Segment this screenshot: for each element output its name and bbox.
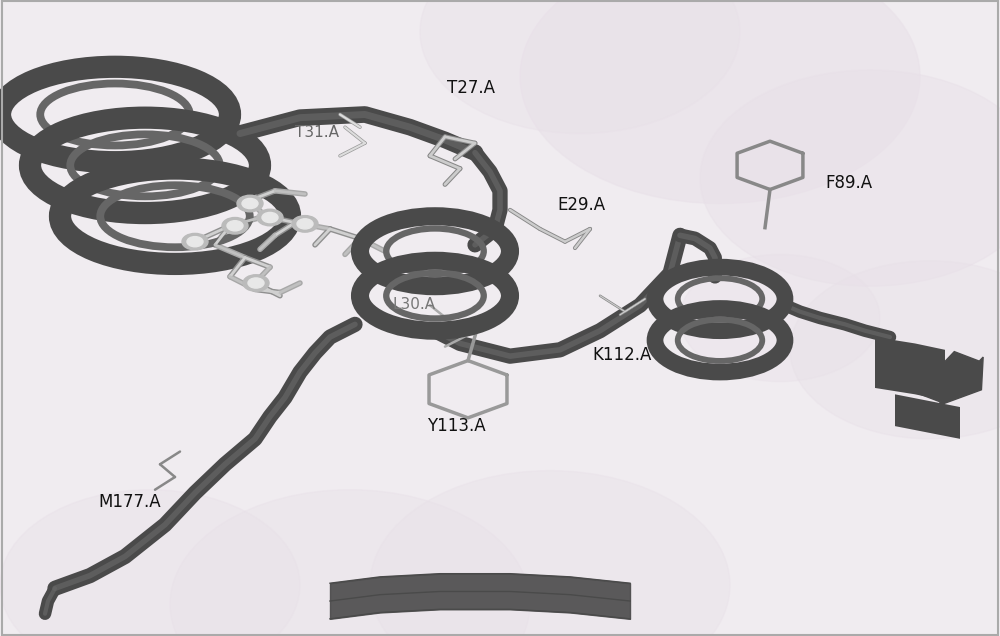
Circle shape [222,218,248,234]
Circle shape [227,221,243,231]
Text: F89.A: F89.A [825,174,872,192]
Circle shape [680,254,880,382]
Text: E29.A: E29.A [557,196,605,214]
Text: T27.A: T27.A [447,79,495,97]
Text: M177.A: M177.A [98,494,161,511]
Text: Y113.A: Y113.A [427,417,486,435]
FancyArrow shape [916,352,983,406]
Circle shape [242,198,258,209]
Circle shape [182,233,208,250]
Circle shape [790,261,1000,439]
Text: L30.A: L30.A [392,296,435,312]
Circle shape [420,0,740,134]
Circle shape [262,212,278,223]
Circle shape [248,278,264,288]
Circle shape [292,216,318,232]
Circle shape [187,237,203,247]
Text: K112.A: K112.A [592,346,651,364]
Circle shape [243,275,269,291]
Circle shape [257,209,283,226]
Text: T31.A: T31.A [295,125,339,140]
Polygon shape [915,343,945,401]
Circle shape [370,471,730,636]
Polygon shape [875,337,915,394]
Polygon shape [895,394,960,439]
Circle shape [520,0,920,204]
Circle shape [297,219,313,229]
Circle shape [0,490,300,636]
Circle shape [237,195,263,212]
Circle shape [700,70,1000,286]
Circle shape [170,490,530,636]
